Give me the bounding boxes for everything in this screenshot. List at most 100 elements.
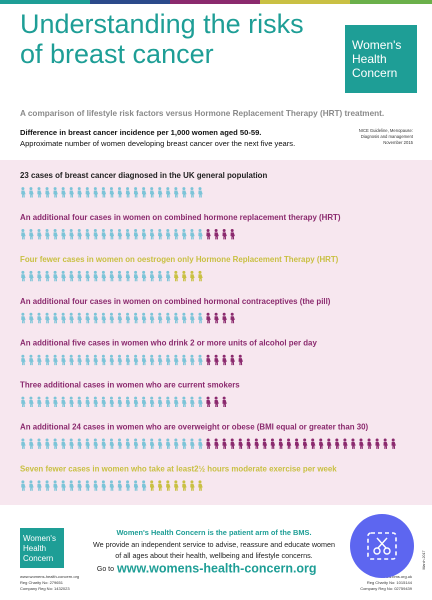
footer-right: www.bms.org.uk	[383, 574, 412, 579]
person-icon	[230, 438, 235, 449]
title-line: Understanding the risks	[20, 9, 304, 39]
person-icon	[141, 312, 147, 324]
person-icon	[222, 312, 227, 324]
footer-logo-text: Health	[23, 544, 46, 553]
footer-logo-text: Concern	[23, 554, 53, 563]
person-icon	[319, 438, 324, 449]
person-icon	[53, 480, 58, 491]
person-icon	[61, 480, 66, 491]
person-icon	[29, 438, 34, 449]
row-label: Seven fewer cases in women who take at l…	[20, 464, 337, 473]
person-icon	[391, 438, 396, 449]
person-icon	[214, 229, 219, 240]
person-icon	[53, 229, 58, 240]
person-icon	[182, 354, 187, 366]
person-icon	[150, 187, 155, 198]
person-icon	[93, 187, 99, 198]
person-icon	[174, 187, 179, 198]
person-icon	[343, 438, 348, 449]
person-icon	[101, 480, 107, 491]
person-icon	[85, 312, 90, 324]
person-icon	[101, 229, 107, 240]
person-icon	[61, 438, 66, 449]
row-label: An additional five cases in women who dr…	[20, 339, 317, 348]
person-icon	[29, 229, 34, 240]
person-icon	[286, 438, 292, 449]
title-line: of breast cancer	[20, 39, 214, 69]
person-icon	[222, 396, 227, 407]
person-icon	[222, 229, 227, 240]
person-icon	[117, 396, 123, 407]
person-icon	[198, 270, 203, 282]
person-icon	[158, 438, 163, 449]
person-icon	[198, 354, 203, 366]
overlay-button[interactable]	[350, 514, 414, 578]
person-icon	[158, 396, 163, 407]
person-icon	[198, 396, 203, 407]
person-icon	[45, 187, 50, 198]
person-icon	[69, 312, 74, 324]
person-icon	[125, 229, 131, 240]
person-icon	[85, 438, 90, 449]
person-icon	[37, 354, 42, 366]
person-icon	[190, 396, 195, 407]
person-icon	[37, 187, 42, 198]
person-icon	[69, 187, 74, 198]
person-icon	[174, 354, 179, 366]
person-icon	[214, 312, 219, 324]
person-icon	[109, 270, 115, 282]
person-icon	[141, 438, 147, 449]
person-icon	[61, 396, 66, 407]
person-icon	[37, 438, 42, 449]
footer-logo-text: Women's	[23, 534, 56, 543]
person-icon	[117, 229, 123, 240]
person-icon	[150, 438, 155, 449]
footer-left: www.womens-health-concern.org	[20, 574, 79, 579]
person-icon	[367, 438, 372, 449]
rows: 23 cases of breast cancer diagnosed in t…	[20, 171, 396, 491]
person-icon	[190, 312, 195, 324]
person-icon	[206, 396, 211, 407]
person-icon	[190, 187, 195, 198]
person-icon	[125, 438, 131, 449]
person-icon	[311, 438, 316, 449]
person-icon	[141, 229, 147, 240]
footer-right: Reg Charity No: 1015144	[367, 580, 413, 585]
row-label: 23 cases of breast cancer diagnosed in t…	[20, 171, 267, 180]
person-icon	[230, 229, 235, 240]
person-icon	[93, 354, 99, 366]
footer-right: Company Reg No: 02759439	[360, 586, 413, 591]
person-icon	[174, 438, 179, 449]
person-icon	[182, 438, 187, 449]
person-icon	[174, 312, 179, 324]
person-icon	[214, 396, 219, 407]
person-icon	[125, 187, 131, 198]
logo-text: Health	[352, 52, 387, 66]
footer-logo-box	[20, 528, 64, 568]
tagline: Women's Health Concern is the patient ar…	[116, 528, 311, 537]
person-icon	[21, 229, 26, 240]
person-icon	[133, 229, 139, 240]
person-icon	[69, 354, 74, 366]
person-icon	[150, 270, 155, 282]
person-icon	[222, 354, 227, 366]
panel	[0, 160, 432, 505]
person-icon	[21, 480, 26, 491]
url[interactable]: www.womens-health-concern.org	[116, 561, 317, 575]
person-icon	[45, 229, 50, 240]
person-icon	[93, 312, 99, 324]
person-icon	[158, 480, 163, 491]
person-icon	[85, 396, 90, 407]
person-icon	[133, 270, 139, 282]
person-icon	[109, 312, 115, 324]
person-icon	[109, 354, 115, 366]
person-icon	[125, 480, 131, 491]
row-label: Three additional cases in women who are …	[20, 381, 240, 390]
person-icon	[174, 229, 179, 240]
person-icon	[109, 438, 115, 449]
person-icon	[166, 229, 171, 240]
person-icon	[158, 312, 163, 324]
person-icon	[383, 438, 388, 449]
person-icon	[101, 187, 107, 198]
